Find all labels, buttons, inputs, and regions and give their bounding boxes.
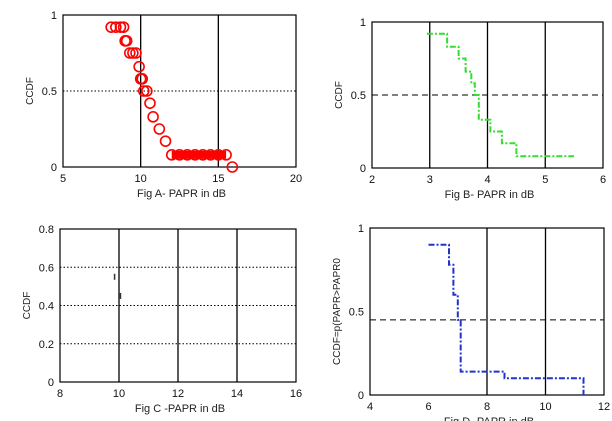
chart-panel-c: 8 10 12 14 16 0 0.2 0.4 0.6 0.8 Fig C -PAPR in dB C… [22, 224, 302, 415]
data-point [114, 21, 127, 33]
data-point [141, 85, 153, 97]
data-point [130, 47, 142, 59]
x-tick-label: 10 [539, 401, 551, 413]
series-line [426, 32, 575, 158]
y-tick-label: 0.6 [39, 262, 54, 274]
x-tick-label: 8 [484, 401, 490, 413]
data-point [117, 21, 130, 33]
y-tick-label: 0.5 [351, 90, 366, 102]
x-tick-label: 3 [427, 174, 433, 186]
data-point [110, 21, 122, 33]
y-tick-label: 0.4 [39, 301, 54, 313]
x-tick-label: 14 [231, 388, 243, 400]
data-point [119, 35, 131, 47]
x-tick-label: 2 [369, 174, 375, 186]
x-tick-label: 4 [484, 174, 490, 186]
x-tick-label: 20 [290, 173, 302, 185]
y-tick-label: 0.5 [42, 86, 57, 98]
data-point [137, 85, 150, 97]
data-point [159, 135, 172, 147]
x-tick-label: 4 [367, 401, 373, 413]
chart-panel-d: 4 6 8 10 12 0 0.5 1 Fig D -PAPR in dB CCDF=p(PAPR… [332, 223, 610, 421]
data-point [123, 47, 136, 59]
y-tick-label: 0 [358, 390, 364, 402]
data-point [127, 47, 139, 59]
x-tick-label: 12 [598, 401, 610, 413]
data-point [147, 111, 159, 123]
data-point [133, 60, 145, 73]
y-tick-label: 1 [360, 17, 366, 29]
y-tick-label: 0 [48, 377, 54, 389]
x-tick-label: 10 [113, 388, 125, 400]
x-tick-label: 6 [600, 174, 606, 186]
y-axis-label: CCDF=p(PAPR>PAPR0 [332, 258, 343, 365]
data-point [226, 161, 239, 173]
y-tick-label: 0.2 [39, 339, 54, 351]
y-axis-label: CCDF [25, 77, 36, 105]
y-tick-label: 1 [358, 223, 364, 235]
y-axis-label: CCDF [334, 81, 345, 109]
y-axis-label: CCDF [22, 292, 33, 320]
x-tick-label: 16 [290, 388, 302, 400]
chart-panel-a: 5 10 15 20 0 0.5 1 Fig A- PAPR in dB CCDF [25, 10, 302, 200]
x-tick-label: 5 [60, 173, 66, 185]
x-axis-label: Fig C -PAPR in dB [135, 403, 225, 415]
x-tick-label: 6 [425, 401, 431, 413]
x-tick-label: 12 [172, 388, 184, 400]
data-point [144, 97, 156, 109]
x-tick-label: 5 [542, 174, 548, 186]
series-line [428, 243, 585, 395]
y-tick-label: 0.8 [39, 224, 54, 236]
y-tick-label: 1 [51, 10, 57, 22]
x-tick-label: 10 [135, 173, 147, 185]
y-tick-label: 0.5 [349, 307, 364, 319]
x-tick-label: 15 [212, 173, 224, 185]
x-axis-label: Fig B- PAPR in dB [445, 189, 535, 201]
y-tick-label: 0 [51, 162, 57, 174]
x-axis-label: Fig A- PAPR in dB [137, 188, 226, 200]
chart-panel-b: 2 3 4 5 6 0 0.5 1 Fig B- PAPR in dB CCDF [334, 17, 606, 201]
x-axis-label: Fig D -PAPR in dB [444, 416, 534, 421]
data-point [153, 123, 166, 135]
y-tick-label: 0 [360, 163, 366, 175]
data-point [136, 73, 149, 85]
x-tick-label: 8 [57, 388, 63, 400]
